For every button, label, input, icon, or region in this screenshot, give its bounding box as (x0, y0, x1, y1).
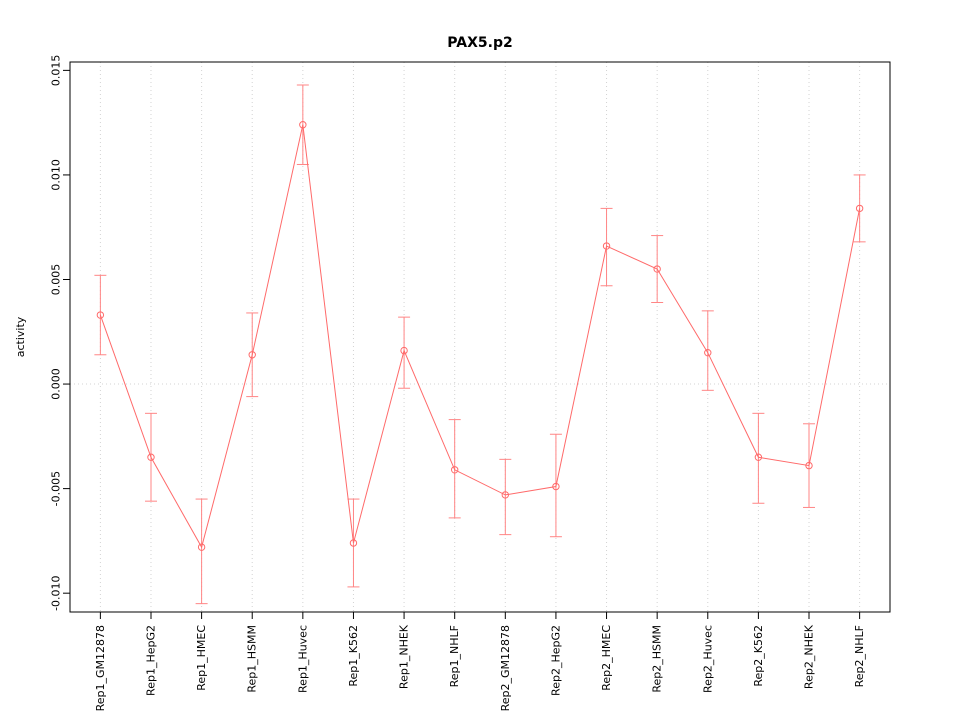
x-tick-label: Rep2_K562 (752, 625, 765, 687)
x-tick-label: Rep1_Huvec (296, 625, 309, 693)
x-tick-label: Rep2_HMEC (600, 625, 613, 691)
x-tick-label: Rep2_HSMM (651, 625, 664, 693)
plot-border (69, 61, 891, 613)
data-point (855, 204, 864, 213)
x-tick-label: Rep2_NHEK (803, 624, 816, 689)
y-tick-label: 0.005 (50, 264, 63, 296)
data-point (248, 351, 256, 359)
data-point (754, 453, 763, 461)
data-point (501, 491, 510, 499)
plot-area: -0.010 -0.005 0.000 0.005 0.010 0.015 Rep1_GM1… (50, 55, 891, 711)
x-tick-label: Rep1_HSMM (246, 625, 259, 693)
data-point (450, 466, 459, 474)
x-tick-label: Rep1_HMEC (195, 625, 208, 691)
data-point (349, 539, 358, 547)
y-tick-label: 0.000 (50, 368, 63, 400)
x-tick-label: Rep1_HepG2 (144, 625, 157, 696)
data-point (653, 265, 661, 273)
y-tick-label: 0.010 (50, 159, 63, 191)
x-tick-label: Rep2_Huvec (701, 625, 714, 693)
data-point (704, 348, 712, 357)
x-tick-label: Rep1_K562 (347, 625, 360, 687)
x-tick-label: Rep1_NHEK (398, 624, 411, 689)
y-tick-label: -0.010 (50, 575, 63, 610)
x-tick-label: Rep2_GM12878 (499, 625, 512, 711)
x-tick-label: Rep2_NHLF (853, 625, 866, 687)
data-point (147, 453, 155, 461)
series-line (99, 124, 861, 549)
data-point (602, 242, 611, 250)
chart-title: PAX5.p2 (447, 35, 512, 51)
data-point (197, 543, 206, 551)
x-tick-label: Rep1_GM12878 (94, 625, 107, 711)
data-point (400, 346, 408, 355)
data-point (96, 311, 105, 319)
data-point (552, 482, 560, 491)
y-tick-label: -0.005 (50, 471, 63, 506)
x-tick-label: Rep1_NHLF (448, 625, 461, 687)
x-tick-label: Rep2_HepG2 (549, 625, 562, 696)
data-point (805, 461, 813, 470)
y-axis-label: activity (14, 316, 27, 357)
data-point (299, 121, 307, 129)
y-tick-label: 0.015 (50, 55, 63, 87)
